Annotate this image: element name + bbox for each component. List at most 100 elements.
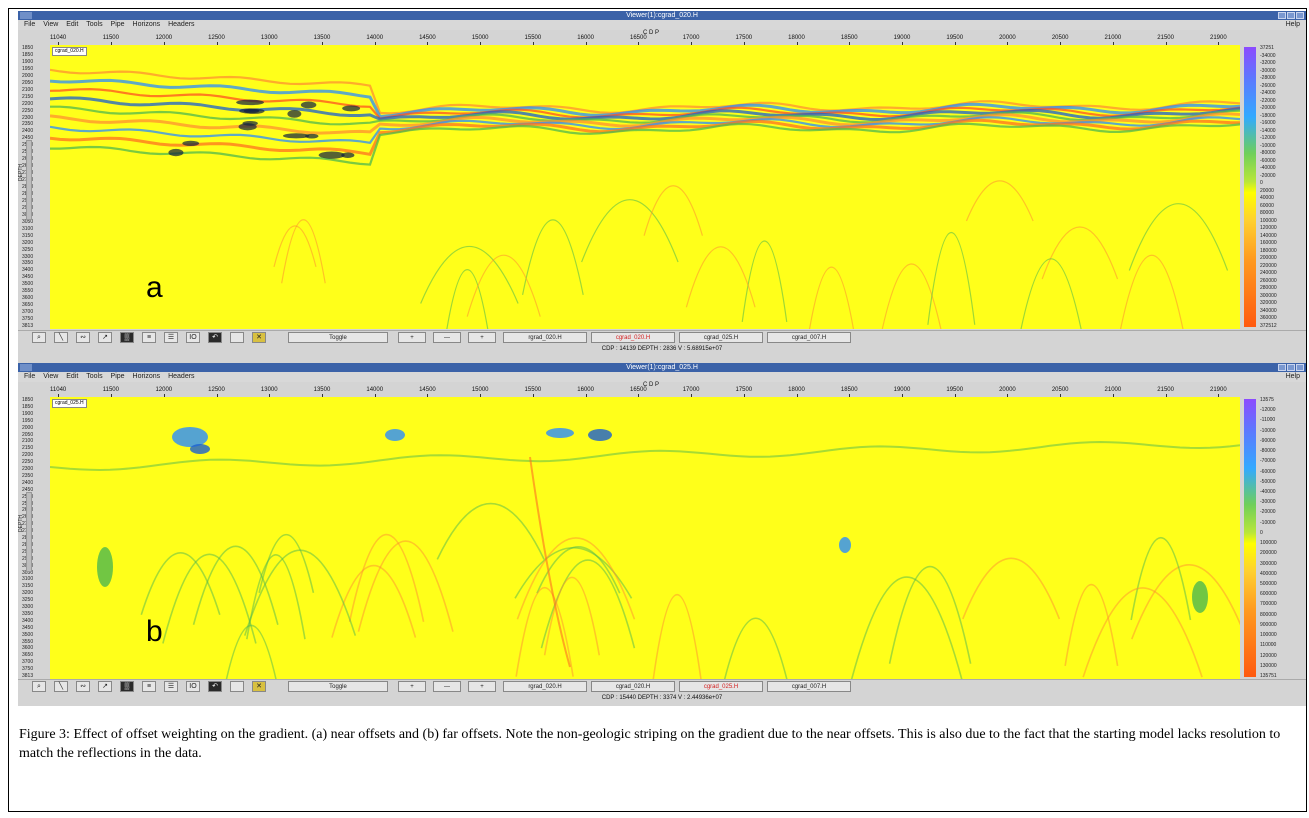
zoom-out-button[interactable]: + [468,332,496,343]
menu-file[interactable]: File [24,373,36,380]
zoom-reset-button[interactable]: — [433,332,461,343]
vertical-scrollbar[interactable] [26,492,32,572]
pick-icon[interactable]: ╲ [54,681,68,692]
menu-view[interactable]: View [43,373,59,380]
y-tick-label: 3050 [22,569,34,576]
y-tick-label: 2050 [22,79,34,86]
x-tick-label: 12500 [208,35,225,45]
menu-headers[interactable]: Headers [168,373,195,380]
pipe-button[interactable]: rgrad_020.H [503,681,587,692]
color-scale-value: 180000 [1260,247,1277,254]
lasso-icon[interactable]: ∾ [76,681,90,692]
cdp-axis-label: C D P [643,382,660,388]
maximize-icon[interactable] [1287,364,1295,371]
pick-icon[interactable]: ╲ [54,332,68,343]
picks-icon[interactable]: ☰ [164,332,178,343]
y-tick-label: 2300 [22,466,34,472]
wiggle-icon[interactable]: ≡ [142,332,156,343]
x-tick-label: 16000 [577,35,594,45]
pipe-button[interactable]: rgrad_020.H [503,332,587,343]
picks-icon[interactable]: ☰ [164,681,178,692]
y-tick-label: 1850 [22,397,34,403]
pipe-button[interactable]: cgrad_025.H [679,681,763,692]
color-scale-value: -10000 [1260,427,1276,434]
menu-help[interactable]: Help [1285,21,1300,28]
x-tick-label: 20500 [1051,35,1069,45]
blank-icon[interactable] [230,681,244,692]
color-scale-value: 360000 [1260,315,1277,322]
y-tick-label: 2000 [22,424,34,431]
color-scale-value: -60000 [1260,157,1276,164]
color-scale-value: 20000 [1260,187,1274,194]
close-icon[interactable] [1296,12,1304,19]
zoom-reset-button[interactable]: — [433,681,461,692]
minimize-icon[interactable] [1278,364,1286,371]
io-icon[interactable]: IO [186,681,200,692]
y-tick-label: 3300 [22,253,34,260]
color-scale-value: -26000 [1260,82,1276,89]
menu-headers[interactable]: Headers [168,21,195,28]
wiggle-icon[interactable]: ≡ [142,681,156,692]
toggle-button[interactable]: Toggle [288,332,388,343]
tiles-icon[interactable]: ▒ [120,332,134,343]
x-tick-label: 21500 [1157,387,1174,397]
color-scale-value: -50000 [1260,478,1276,485]
color-scale-value: -11000 [1260,417,1276,424]
close-icon[interactable] [1296,364,1304,371]
blank-icon[interactable] [230,332,244,343]
menu-file[interactable]: File [24,21,36,28]
color-scale-bar [1244,399,1256,677]
color-scale-value: -24000 [1260,90,1276,97]
zoom-in-button[interactable]: + [398,681,426,692]
cross-icon[interactable]: ✕ [252,332,266,343]
pipe-button[interactable]: cgrad_020.H [591,681,675,692]
window-menu-icon[interactable] [20,364,32,371]
maximize-icon[interactable] [1287,12,1295,19]
toggle-button[interactable]: Toggle [288,681,388,692]
graph-icon[interactable]: ↗ [98,681,112,692]
x-tick-label: 13000 [260,35,278,45]
x-tick-label: 18500 [840,387,858,397]
undo-icon[interactable]: ↶ [208,681,222,692]
pipe-button[interactable]: cgrad_020.H [591,332,675,343]
undo-icon[interactable]: ↶ [208,332,222,343]
menu-tools[interactable]: Tools [86,373,103,380]
menu-horizons[interactable]: Horizons [132,21,161,28]
y-tick-label: 2250 [22,107,34,114]
menu-horizons[interactable]: Horizons [132,373,161,380]
status-bar: CDP : 14139 DEPTH : 2836 V : 5.68915e+07 [18,345,1306,353]
viewer-titlebar[interactable]: Viewer(1):cgrad_025.H [18,363,1306,372]
menu-tools[interactable]: Tools [86,21,103,28]
color-scale-labels: 37251 -34000 -32000 -30000 -28000 -26000 -2400… [1258,45,1288,329]
x-tick-label: 17500 [735,387,753,397]
menu-edit[interactable]: Edit [66,21,79,28]
magnify-icon[interactable]: ⌕ [32,681,46,692]
menu-view[interactable]: View [43,21,59,28]
viewer-titlebar[interactable]: Viewer(1):cgrad_020.H [18,11,1306,20]
magnify-icon[interactable]: ⌕ [32,332,46,343]
menu-help[interactable]: Help [1285,373,1300,380]
cross-icon[interactable]: ✕ [252,681,266,692]
y-tick-label: 3650 [22,652,34,659]
seismic-gradient-image[interactable]: cgrad_025.H b [50,397,1240,679]
color-scale-value: -30000 [1260,499,1276,506]
window-menu-icon[interactable] [20,12,32,19]
x-tick-label: 16500 [630,35,647,45]
vertical-scrollbar[interactable] [26,140,32,220]
tiles-icon[interactable]: ▒ [120,681,134,692]
color-scale-value: -20000 [1260,509,1276,516]
io-icon[interactable]: IO [186,332,200,343]
color-scale-value: 40000 [1260,195,1274,202]
seismic-gradient-image[interactable]: cgrad_020.H a [50,45,1240,329]
menu-pipe[interactable]: Pipe [110,373,125,380]
pipe-button[interactable]: cgrad_025.H [679,332,763,343]
menu-pipe[interactable]: Pipe [110,21,125,28]
pipe-button[interactable]: cgrad_007.H [767,332,851,343]
pipe-button[interactable]: cgrad_007.H [767,681,851,692]
menu-edit[interactable]: Edit [66,373,79,380]
graph-icon[interactable]: ↗ [98,332,112,343]
zoom-in-button[interactable]: + [398,332,426,343]
minimize-icon[interactable] [1278,12,1286,19]
zoom-out-button[interactable]: + [468,681,496,692]
lasso-icon[interactable]: ∾ [76,332,90,343]
